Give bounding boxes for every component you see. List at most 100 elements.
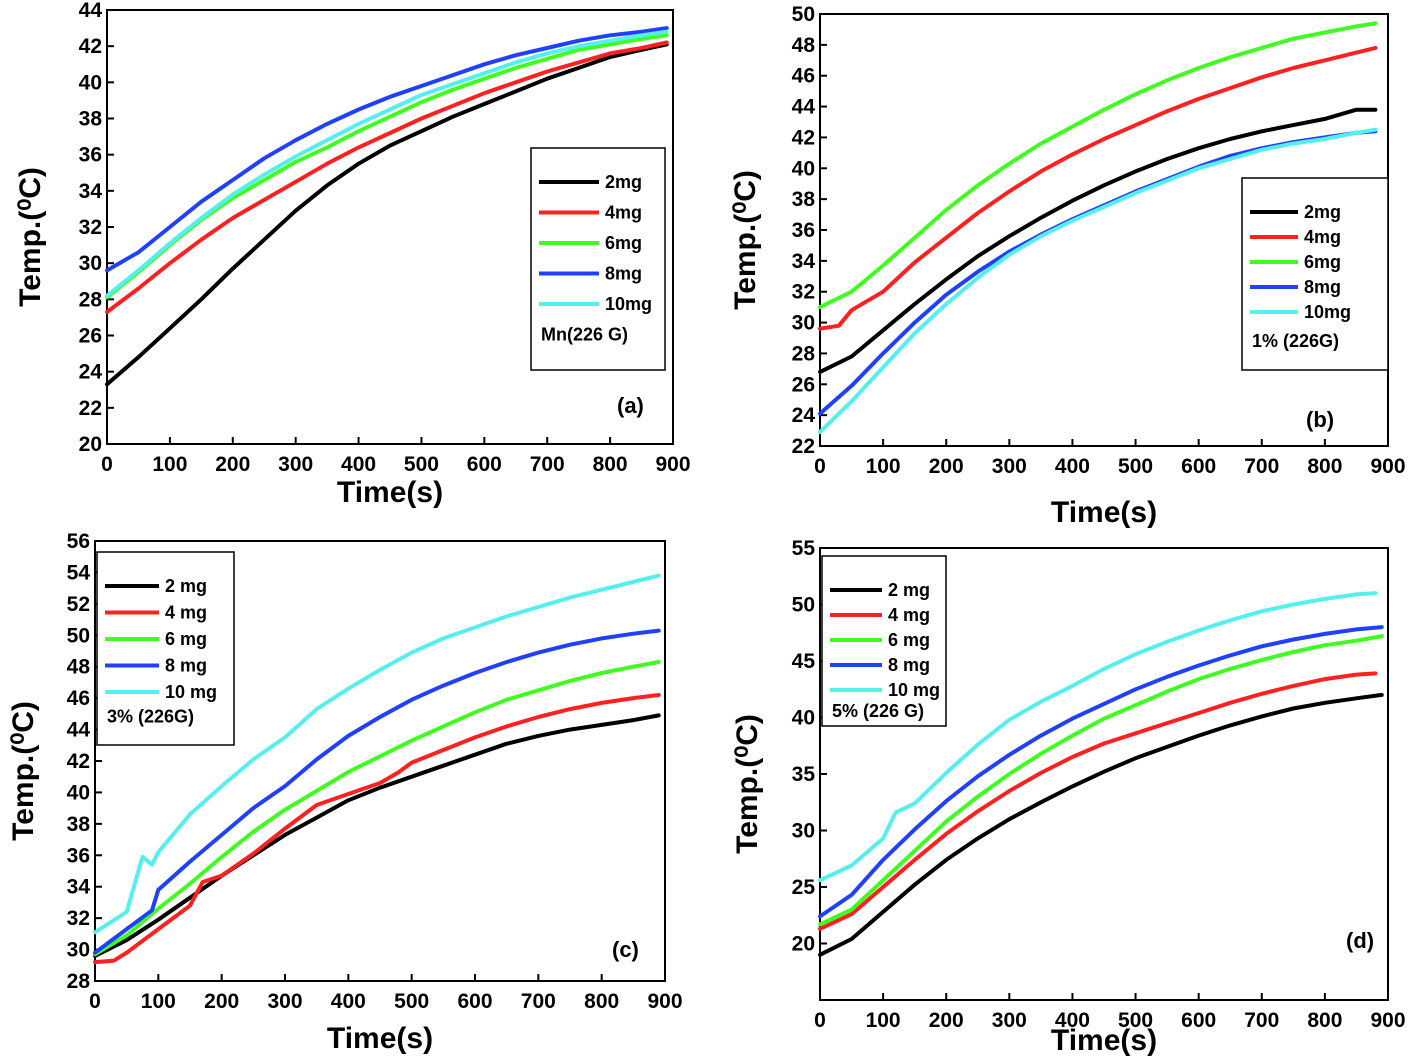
y-tick-label: 40 <box>792 157 815 180</box>
x-tick-label: 800 <box>584 990 619 1013</box>
x-tick-label: 300 <box>992 455 1027 478</box>
y-tick-label: 28 <box>67 970 91 993</box>
x-tick-label: 800 <box>1307 455 1342 478</box>
y-tick-label: 32 <box>67 907 90 930</box>
y-tick-label: 34 <box>67 876 91 899</box>
series-line-8mg <box>818 625 1384 919</box>
legend-label: 8mg <box>605 264 642 284</box>
x-axis-title: Time(s) <box>1051 496 1157 529</box>
y-axis-title: Temp.(⁰C) <box>731 714 764 854</box>
y-tick-label: 50 <box>792 3 815 26</box>
legend-label: 6mg <box>1304 252 1341 272</box>
legend-label: 2mg <box>1304 202 1341 222</box>
x-tick-label: 500 <box>404 453 439 476</box>
x-tick-label: 400 <box>331 990 366 1013</box>
y-tick-label: 42 <box>67 750 90 773</box>
x-tick-label: 300 <box>992 1009 1027 1032</box>
y-tick-label: 44 <box>792 96 816 119</box>
y-tick-label: 36 <box>792 219 815 242</box>
x-tick-label: 300 <box>267 990 302 1013</box>
x-tick-label: 900 <box>655 453 690 476</box>
y-tick-label: 22 <box>79 397 102 420</box>
legend: 2 mg 4 mg 6 mg 8 mg 10 mg 3% (226G) <box>96 551 235 746</box>
y-tick-label: 40 <box>79 71 102 94</box>
x-tick-label: 600 <box>1181 455 1216 478</box>
x-tick-label: 500 <box>394 990 429 1013</box>
series-line-2mg <box>93 713 661 958</box>
y-tick-label: 46 <box>67 687 90 710</box>
series-line-6mg <box>93 660 661 957</box>
panel-d: 0 100 200 300 400 500 600 700 800 900 20 25 30 35 40 45… <box>731 537 1406 1057</box>
legend-label: 10mg <box>1304 302 1351 322</box>
series-line-6mg <box>818 634 1384 927</box>
x-tick-label: 500 <box>1118 455 1153 478</box>
y-tick-label: 48 <box>67 656 91 679</box>
y-tick-label: 32 <box>792 281 815 304</box>
x-axis-title: Time(s) <box>327 1022 433 1055</box>
x-tick-label: 0 <box>101 453 113 476</box>
x-tick-label: 100 <box>152 453 187 476</box>
panel-a: 0 100 200 300 400 500 600 700 800 900 20 22 24 26 28 30… <box>14 0 691 509</box>
y-tick-label: 38 <box>792 188 816 211</box>
x-tick-label: 300 <box>278 453 313 476</box>
y-tick-label: 28 <box>79 288 103 311</box>
y-tick-label: 26 <box>79 325 102 348</box>
y-tick-label: 28 <box>792 342 816 365</box>
panel-b: 0 100 200 300 400 500 600 700 800 900 22 24 26 28 30 32… <box>729 3 1406 529</box>
y-tick-label: 44 <box>67 719 91 742</box>
y-tick-label: 56 <box>67 530 90 553</box>
y-tick-label: 30 <box>79 252 102 275</box>
legend: 2mg 4mg 6mg 8mg 10mg 1% (226G) <box>1241 177 1389 371</box>
y-tick-label: 34 <box>792 250 816 273</box>
y-tick-label: 34 <box>79 180 103 203</box>
y-tick-label: 46 <box>792 65 815 88</box>
y-tick-label: 55 <box>792 537 816 560</box>
x-tick-label: 700 <box>1244 455 1279 478</box>
legend-label: 4 mg <box>888 605 930 625</box>
series-line-6mg <box>818 21 1378 310</box>
x-tick-label: 700 <box>530 453 565 476</box>
series-line-8mg <box>93 628 661 955</box>
x-tick-label: 600 <box>1181 1009 1216 1032</box>
y-tick-label: 26 <box>792 373 815 396</box>
y-tick-label: 24 <box>792 404 816 427</box>
x-tick-label: 0 <box>814 1009 826 1032</box>
x-axis-title: Time(s) <box>337 476 443 509</box>
x-tick-label: 100 <box>866 1009 901 1032</box>
y-tick-label: 35 <box>792 763 816 786</box>
legend-label: 6mg <box>605 233 642 253</box>
x-tick-label: 900 <box>1370 1009 1405 1032</box>
x-tick-label: 700 <box>521 990 556 1013</box>
legend-label: 8 mg <box>165 656 207 676</box>
x-tick-label: 400 <box>341 453 376 476</box>
legend: 2mg 4mg 6mg 8mg 10mg Mn(226 G) <box>530 147 666 371</box>
y-tick-label: 22 <box>792 435 815 458</box>
y-tick-label: 25 <box>792 876 816 899</box>
panel-label: (a) <box>617 393 644 418</box>
series-line-4mg <box>818 45 1378 331</box>
y-tick-label: 42 <box>79 35 102 58</box>
series-line-10mg <box>105 29 669 298</box>
y-tick-label: 30 <box>67 939 90 962</box>
legend-label: 6 mg <box>165 629 207 649</box>
y-tick-label: 24 <box>79 361 103 384</box>
y-tick-label: 38 <box>79 108 103 131</box>
x-tick-label: 900 <box>1370 455 1405 478</box>
x-tick-label: 700 <box>1244 1009 1279 1032</box>
legend-label: 8 mg <box>888 655 930 675</box>
legend-title: Mn(226 G) <box>541 325 628 345</box>
panel-label: (b) <box>1306 407 1334 432</box>
y-axis-title: Temp.(⁰C) <box>14 167 47 307</box>
x-tick-label: 200 <box>204 990 239 1013</box>
x-tick-label: 200 <box>215 453 250 476</box>
y-tick-label: 38 <box>67 813 91 836</box>
x-tick-label: 200 <box>929 455 964 478</box>
y-tick-label: 20 <box>79 433 102 456</box>
y-axis-title: Temp.(⁰C) <box>729 170 762 310</box>
legend-label: 10 mg <box>888 680 940 700</box>
series-line-2mg <box>818 107 1378 374</box>
series-line-8mg <box>105 26 669 273</box>
legend-label: 2 mg <box>888 580 930 600</box>
legend-title: 3% (226G) <box>107 707 194 727</box>
